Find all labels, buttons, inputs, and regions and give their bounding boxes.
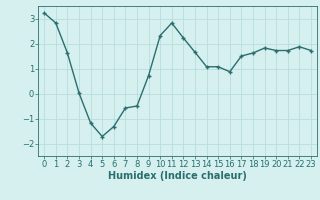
X-axis label: Humidex (Indice chaleur): Humidex (Indice chaleur) (108, 171, 247, 181)
